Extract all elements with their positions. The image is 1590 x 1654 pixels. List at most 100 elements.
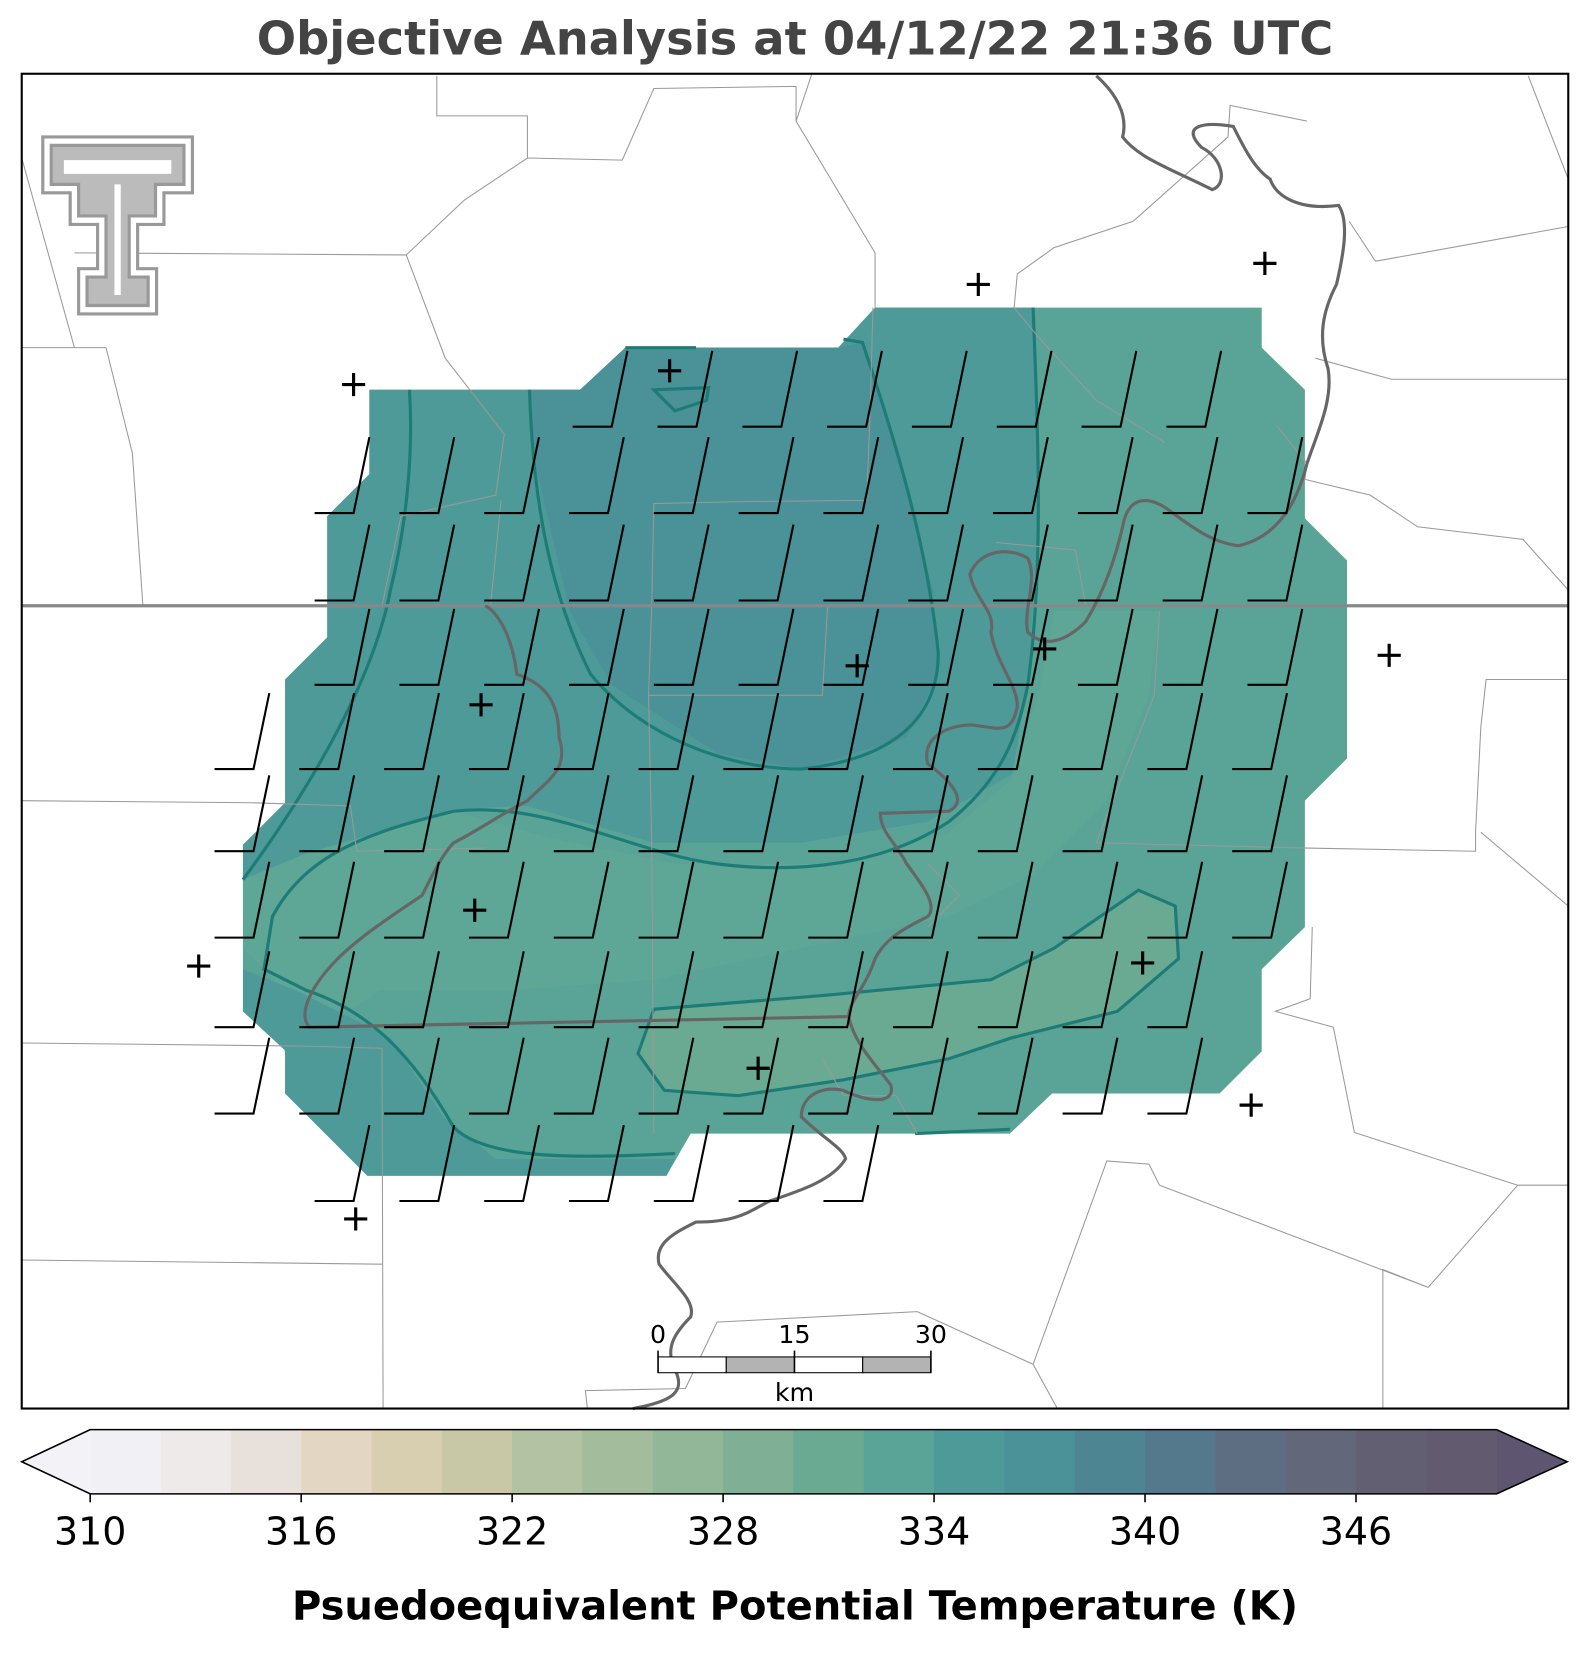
wind-barb — [1062, 775, 1119, 853]
colorbar-bin — [1355, 1429, 1427, 1494]
wind-barb — [977, 775, 1034, 853]
scale-unit: km — [775, 1378, 814, 1407]
wind-barb — [892, 775, 949, 853]
wind-barb — [908, 608, 965, 686]
wind-barb — [823, 524, 880, 602]
analysis-fill — [242, 611, 1160, 1054]
contour-line — [241, 389, 413, 881]
colorbar-tick-label: 322 — [476, 1509, 548, 1553]
wind-barb — [299, 861, 356, 939]
map-frame — [20, 72, 1570, 1410]
colorbar-bin — [1426, 1429, 1498, 1494]
wind-barb — [299, 1037, 356, 1115]
wind-barb — [653, 436, 710, 515]
wind-barb — [1077, 608, 1134, 686]
wind-barb — [738, 436, 795, 515]
wind-barb — [1162, 524, 1219, 602]
wind-barb — [1147, 861, 1204, 939]
wind-barb — [653, 608, 710, 686]
wind-barb — [314, 1124, 371, 1203]
colorbar-bin — [1215, 1429, 1287, 1494]
wind-barb — [484, 436, 541, 515]
wind-barb — [384, 692, 440, 771]
wind-barb — [569, 524, 625, 602]
scale-segment — [793, 1356, 864, 1374]
colorbar-bin — [160, 1429, 232, 1494]
wind-barb — [399, 608, 456, 686]
logo — [41, 135, 194, 316]
wind-barb — [723, 861, 780, 939]
wind-barb — [738, 524, 795, 602]
wind-barb — [214, 692, 271, 771]
wind-barb — [399, 1124, 456, 1203]
wind-barb — [1232, 775, 1289, 853]
wind-barb — [484, 1124, 541, 1203]
analysis-fill — [527, 342, 939, 770]
colorbar-bin — [934, 1429, 1005, 1494]
wind-barb — [314, 524, 371, 602]
wind-barb — [742, 350, 799, 428]
wind-barbs — [214, 350, 1304, 1203]
scale-segment — [725, 1356, 795, 1374]
wind-barb — [468, 861, 525, 939]
wind-barb — [468, 951, 525, 1029]
wind-barb — [1162, 608, 1219, 686]
wind-barb — [569, 608, 625, 686]
wind-barb — [572, 350, 629, 428]
scale-segment — [657, 1356, 727, 1374]
wind-barb — [638, 692, 695, 771]
colorbar-bin — [652, 1429, 724, 1494]
wind-barb — [553, 861, 610, 939]
colorbar-tick-label: 334 — [898, 1509, 970, 1553]
colorbar-bin — [230, 1429, 302, 1494]
wind-barb — [653, 524, 710, 602]
wind-barb — [638, 861, 695, 939]
wind-barb — [1232, 861, 1289, 939]
logo-detail — [63, 160, 172, 295]
stations — [187, 251, 1401, 1231]
wind-barb — [553, 951, 610, 1029]
wind-barb — [299, 951, 356, 1029]
colorbar-label: Psuedoequivalent Potential Temperature (… — [292, 1584, 1298, 1630]
analysis-fill — [638, 890, 1179, 1096]
wind-barb — [399, 524, 456, 602]
wind-barb — [1162, 436, 1219, 515]
wind-barb — [638, 1037, 695, 1115]
wind-barb — [908, 436, 965, 515]
wind-barb — [553, 1037, 610, 1115]
wind-barb — [892, 861, 949, 939]
colorbar-bin — [1074, 1429, 1146, 1494]
wind-barb — [399, 436, 456, 515]
wind-barb — [1147, 692, 1204, 771]
wind-barb — [1166, 350, 1223, 428]
wind-barb — [1081, 350, 1138, 428]
colorbar-tick-label: 310 — [54, 1509, 126, 1553]
scale-bar: 0 15 30 km — [650, 1320, 947, 1407]
wind-barb — [1147, 1037, 1204, 1115]
wind-barb — [723, 775, 780, 853]
wind-barb — [996, 350, 1053, 428]
wind-barb — [384, 1037, 440, 1115]
colorbar-bin — [723, 1429, 794, 1494]
station-marker — [187, 251, 1401, 1231]
wind-barb — [738, 1124, 795, 1203]
wind-barb — [808, 692, 864, 771]
wind-barb — [892, 1037, 949, 1115]
wind-barb — [808, 951, 864, 1029]
wind-barb — [892, 951, 949, 1029]
wind-barb — [569, 436, 625, 515]
wind-barb — [553, 692, 610, 771]
wind-barb — [911, 350, 968, 428]
wind-barb — [977, 951, 1034, 1029]
colorbar-tick-label: 328 — [687, 1509, 759, 1553]
wind-barb — [468, 692, 525, 771]
wind-barb — [1077, 436, 1134, 515]
colorbar-bin — [793, 1429, 865, 1494]
colorbar: 310 316 322 328 334 340 346 — [19, 1428, 1570, 1553]
colorbar-bin — [301, 1429, 373, 1494]
wind-barb — [1232, 692, 1289, 771]
wind-barb — [723, 1037, 780, 1115]
wind-barb — [314, 436, 371, 515]
wind-barb — [638, 951, 695, 1029]
wind-barb — [1147, 775, 1204, 853]
